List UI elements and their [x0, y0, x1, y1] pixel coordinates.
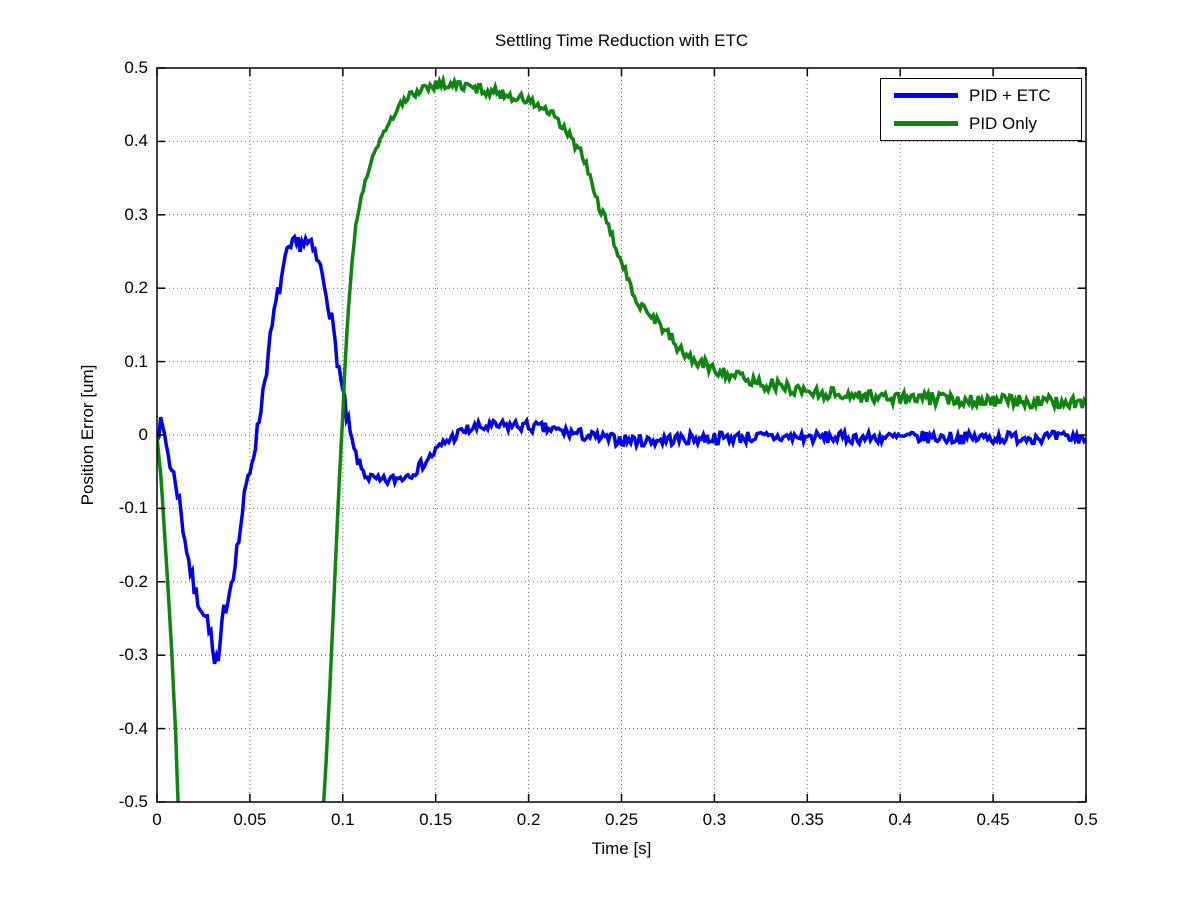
- series-pid-only-line: [157, 73, 1086, 802]
- legend: PID + ETC PID Only: [880, 78, 1082, 141]
- x-tick-label: 0.15: [419, 810, 453, 829]
- chart-title: Settling Time Reduction with ETC: [494, 31, 749, 50]
- y-tick-label: 0.4: [124, 131, 148, 151]
- series-group: [157, 73, 1086, 802]
- series-pid-etc-line: [157, 232, 1086, 665]
- y-tick-label: -0.1: [118, 498, 148, 518]
- x-tick-label: 0.3: [702, 810, 727, 829]
- y-tick-label: 0: [138, 425, 148, 444]
- y-tick-label: 0.5: [124, 58, 148, 77]
- y-tick-label: -0.5: [118, 792, 148, 811]
- legend-item-pid-etc: PID + ETC: [881, 84, 1081, 108]
- x-tick-label: 0.35: [790, 810, 824, 829]
- y-tick-label: 0.2: [124, 278, 148, 298]
- x-tick-label: 0.1: [330, 810, 355, 829]
- x-tick-label: 0.2: [516, 810, 541, 829]
- x-tick-label: 0.4: [888, 810, 912, 829]
- y-tick-label: -0.2: [118, 571, 148, 591]
- x-tick-label: 0: [152, 810, 162, 829]
- y-tick-label: -0.4: [118, 718, 148, 738]
- x-tick-label: 0.45: [976, 810, 1010, 829]
- legend-item-label: PID + ETC: [969, 85, 1051, 105]
- y-tick-label: -0.3: [118, 645, 148, 665]
- x-tick-label: 0.5: [1074, 810, 1098, 829]
- legend-item-label: PID Only: [969, 113, 1038, 133]
- legend-item-pid-only: PID Only: [881, 112, 1081, 136]
- y-tick-label: 0.1: [124, 351, 148, 371]
- x-axis-label: Time [s]: [591, 839, 652, 858]
- grid-lines: [157, 68, 1086, 802]
- x-tick-label: 0.05: [233, 810, 267, 829]
- x-tick-label: 0.25: [604, 810, 639, 829]
- legend-line-sample-pid-only: [894, 121, 958, 126]
- y-tick-label: 0.3: [124, 204, 148, 224]
- axis-box: [156, 67, 1087, 803]
- legend-line-sample-pid-etc: [894, 93, 958, 98]
